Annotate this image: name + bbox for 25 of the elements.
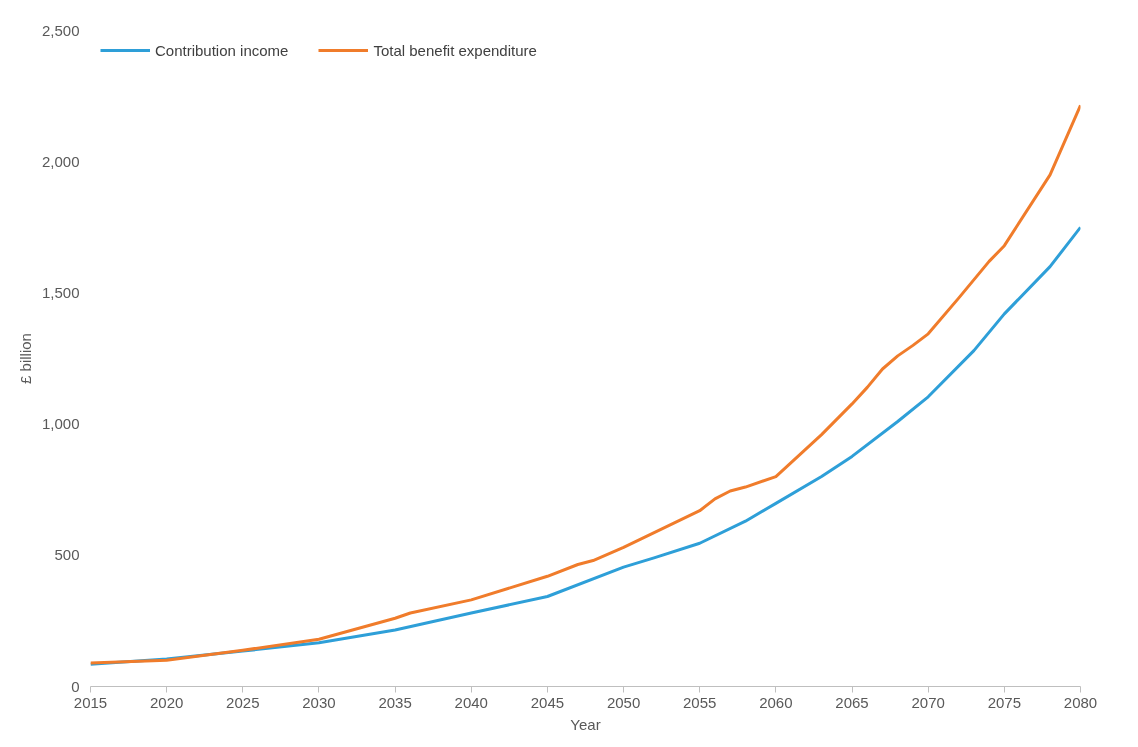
y-tick-label: 0 [71,677,80,695]
y-axis-title: £ billion [16,333,34,384]
x-tick-label: 2055 [683,693,717,711]
line-series [90,103,1081,665]
x-tick-label: 2065 [835,693,869,711]
x-tick-label: 2080 [1063,693,1098,711]
x-tick-label: 2020 [149,693,184,711]
x-tick-label: 2015 [73,693,108,711]
y-tick-label: 500 [54,546,80,564]
x-tick-label: 2030 [302,693,336,711]
x-tick-label: 2075 [987,693,1022,711]
x-tick-label: 2025 [226,693,260,711]
x-tick-label: 2070 [911,693,945,711]
y-tick-label: 1,000 [41,415,80,433]
x-tick-label: 2035 [378,693,412,711]
x-tick-label: 2045 [530,693,565,711]
x-axis-title: Year [570,715,601,733]
x-tick-label: 2040 [454,693,488,711]
x-tick-label: 2050 [606,693,641,711]
x-tick-label: 2060 [759,693,793,711]
y-tick-label: 1,500 [41,283,80,301]
legend-label: Total benefit expenditure [373,41,537,59]
y-tick-label: 2,500 [41,21,80,39]
y-tick-label: 2,000 [41,152,80,170]
legend-label: Contribution income [155,41,289,59]
